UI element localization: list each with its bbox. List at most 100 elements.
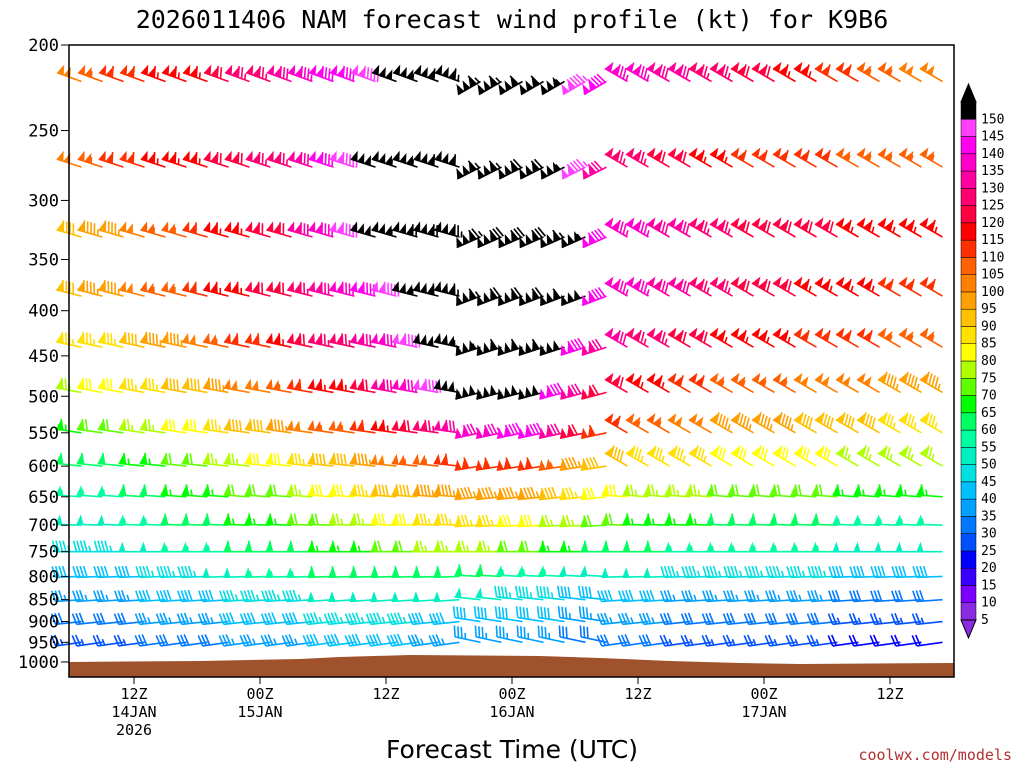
barb-feather [377, 540, 382, 552]
barb-feather [123, 418, 127, 431]
wind-barb [287, 221, 313, 238]
x-tick-label: 00Z [498, 685, 525, 703]
barb-shaft [790, 494, 817, 498]
barb-flag [357, 223, 364, 234]
barb-shaft [286, 462, 313, 467]
barb-feather [311, 452, 316, 465]
barb-shaft [223, 494, 250, 498]
barb-feather [642, 613, 648, 625]
barb-feather [546, 586, 550, 599]
barb-shaft [433, 494, 460, 498]
barb-feather [377, 513, 382, 525]
barb-flag [916, 514, 924, 525]
barb-flag [77, 221, 85, 232]
colorbar-swatch [960, 516, 977, 534]
wind-barb [475, 587, 502, 601]
barb-feather [176, 613, 183, 625]
barb-feather [436, 565, 442, 578]
wind-barb [639, 589, 670, 603]
barb-flag [477, 168, 485, 179]
barb-feather [531, 288, 540, 299]
wind-barb [667, 61, 691, 83]
barb-flag [625, 147, 635, 158]
wind-barb [97, 377, 124, 394]
barb-feather [297, 453, 302, 465]
barb-feather [828, 566, 834, 578]
barb-shaft [223, 428, 250, 434]
wind-barb [919, 61, 943, 83]
barb-feather [279, 151, 282, 164]
barb-half-feather [622, 158, 626, 165]
barb-feather [277, 419, 281, 432]
barb-feather [289, 540, 295, 552]
barb-feather [523, 514, 529, 527]
barb-feather [679, 375, 684, 387]
barb-flag [76, 514, 84, 525]
credit-text[interactable]: coolwx.com/models [858, 746, 1012, 764]
barb-half-feather [514, 491, 519, 498]
barb-feather [79, 565, 85, 578]
barb-flag [252, 223, 259, 234]
barb-feather [459, 607, 463, 619]
barb-half-feather [748, 424, 752, 431]
barb-feather [85, 378, 89, 390]
barb-flag [84, 66, 92, 78]
barb-flag [287, 150, 295, 162]
barb-feather [481, 626, 484, 639]
barb-feather [177, 590, 183, 602]
barb-flag [793, 276, 803, 287]
barb-feather [637, 329, 642, 342]
barb-feather [278, 333, 281, 345]
wind-barb [391, 332, 421, 348]
barb-feather [453, 625, 456, 637]
barb-feather [662, 634, 669, 646]
barb-flag [118, 378, 126, 390]
barb-feather [243, 613, 249, 625]
barb-feather [498, 487, 505, 500]
barb-shaft [391, 494, 418, 498]
barb-shaft [307, 641, 334, 647]
barb-feather [639, 590, 645, 602]
barb-flag [420, 152, 428, 164]
wind-barb [412, 453, 439, 467]
barb-feather [104, 540, 109, 552]
barb-feather [562, 626, 565, 638]
barb-half-feather [165, 545, 169, 552]
colorbar-swatch [960, 395, 977, 414]
barb-half-feather [114, 339, 116, 346]
barb-half-feather [341, 424, 344, 432]
barb-feather [667, 565, 673, 578]
barb-half-feather [931, 154, 935, 162]
barb-flag [204, 64, 212, 76]
barb-flag [709, 217, 719, 228]
wind-barb [223, 452, 250, 467]
barb-half-feather [386, 425, 389, 432]
barb-feather [620, 634, 627, 646]
barb-half-feather [80, 638, 85, 646]
barb-flag [604, 372, 614, 383]
barb-feather [700, 329, 705, 342]
wind-barb [182, 64, 208, 83]
barb-flag [842, 376, 851, 387]
barb-feather [541, 540, 547, 552]
barb-shaft [413, 229, 439, 238]
wind-barb [814, 61, 838, 83]
barb-feather [225, 612, 232, 624]
barb-feather [51, 590, 57, 602]
wind-barb [286, 378, 313, 394]
wind-barb [516, 625, 544, 644]
barb-half-feather [763, 380, 767, 387]
barb-half-feather [117, 229, 120, 236]
barb-feather [365, 379, 368, 391]
barb-half-feather [931, 335, 935, 342]
barb-half-feather [815, 638, 820, 646]
wind-barb [370, 484, 397, 498]
y-tick-label: 950 [28, 633, 59, 653]
barb-feather [293, 513, 298, 525]
wind-barb [244, 378, 271, 394]
barb-feather [122, 484, 127, 496]
barb-feather [273, 484, 277, 496]
colorbar-swatch [960, 222, 977, 241]
barb-feather [652, 445, 657, 457]
wind-barb [537, 625, 565, 644]
